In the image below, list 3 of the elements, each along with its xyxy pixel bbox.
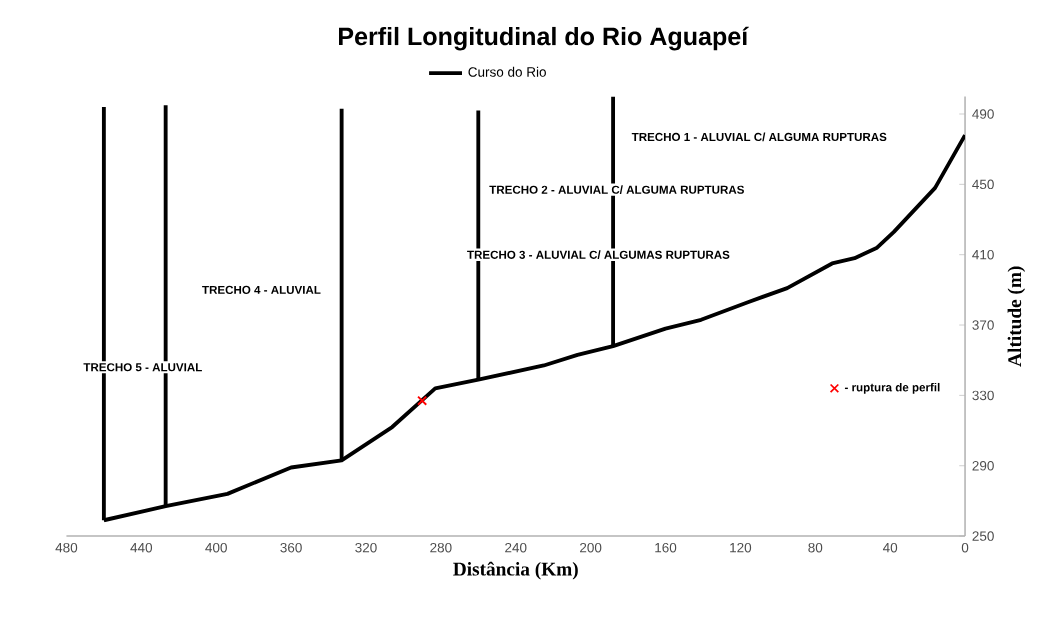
y-axis-title: Altitude (m) bbox=[1007, 266, 1026, 367]
chart-title: Perfil Longitudinal do Rio Aguapeí bbox=[339, 26, 749, 51]
x-axis-title: Distância (Km) bbox=[453, 561, 578, 580]
